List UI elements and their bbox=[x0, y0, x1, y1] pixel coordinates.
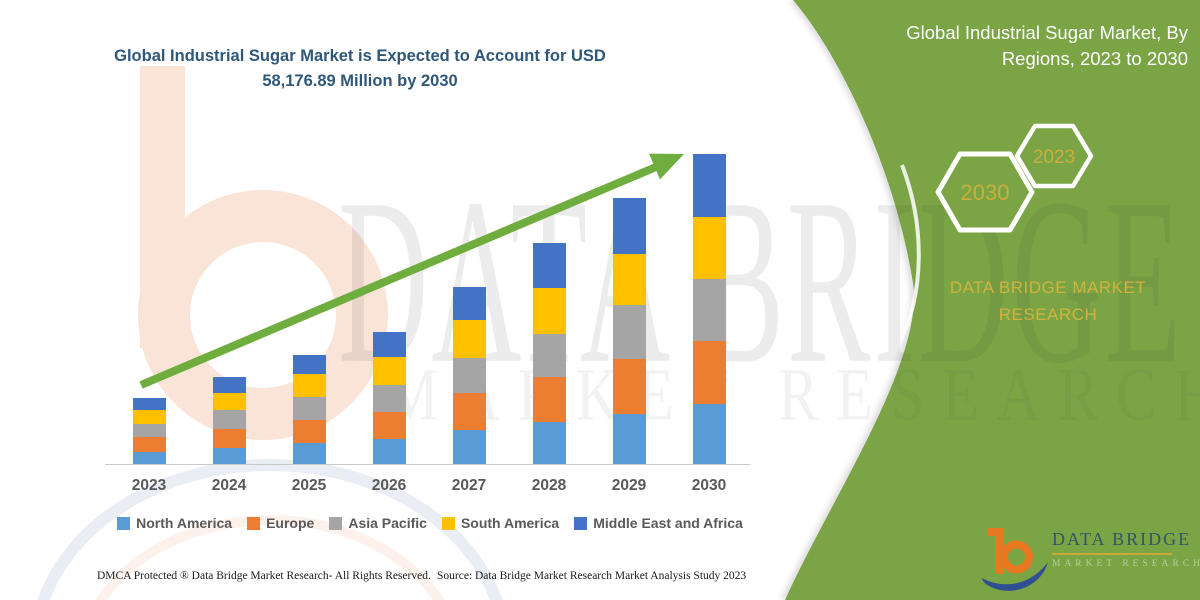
bar-segment-2025-middle-east-and-africa bbox=[292, 354, 326, 375]
bar-segment-2026-asia-pacific bbox=[372, 385, 406, 412]
x-axis-label-2027: 2027 bbox=[451, 477, 487, 494]
legend-swatch bbox=[329, 516, 343, 530]
green-side-panel bbox=[785, 0, 1200, 600]
panel-title-line1: Global Industrial Sugar Market, By bbox=[906, 22, 1188, 43]
bar-segment-2024-south-america bbox=[212, 393, 246, 411]
panel-echo-arc bbox=[834, 164, 921, 410]
x-axis-label-2030: 2030 bbox=[691, 477, 727, 494]
bar-segment-2024-north-america bbox=[212, 448, 246, 464]
x-axis-label-2025: 2025 bbox=[291, 477, 327, 494]
legend-item-asia-pacific: Asia Pacific bbox=[329, 515, 427, 531]
bar-segment-2024-middle-east-and-africa bbox=[212, 376, 246, 394]
page-title: Global Industrial Sugar Market is Expect… bbox=[80, 44, 640, 94]
page-title-line2: 58,176.89 Million by 2030 bbox=[262, 72, 458, 90]
panel-title: Global Industrial Sugar Market, By Regio… bbox=[788, 20, 1188, 72]
page-title-line1: Global Industrial Sugar Market is Expect… bbox=[114, 47, 606, 65]
bar-segment-2028-asia-pacific bbox=[532, 333, 566, 377]
legend-label: North America bbox=[136, 515, 233, 531]
bar-segment-2023-south-america bbox=[132, 410, 166, 425]
bar-segment-2025-north-america bbox=[292, 443, 326, 464]
bar-segment-2023-middle-east-and-africa bbox=[132, 397, 166, 411]
legend-label: South America bbox=[460, 515, 560, 531]
bar-segment-2027-north-america bbox=[452, 429, 486, 464]
bar-segment-2026-north-america bbox=[372, 438, 406, 464]
bar-segment-2023-asia-pacific bbox=[132, 424, 166, 437]
legend-swatch bbox=[441, 516, 455, 530]
bar-segment-2026-europe bbox=[372, 411, 406, 439]
brand-text-line1: DATA BRIDGE MARKET bbox=[949, 278, 1147, 297]
bar-segment-2025-south-america bbox=[292, 374, 326, 398]
x-axis-line bbox=[105, 464, 750, 465]
bar-segment-2024-asia-pacific bbox=[212, 410, 246, 430]
bar-segment-2029-north-america bbox=[612, 413, 646, 464]
bar-segment-2030-south-america bbox=[692, 217, 726, 280]
bar-segment-2027-europe bbox=[452, 392, 486, 430]
bar-segment-2029-asia-pacific bbox=[612, 304, 646, 359]
bar-segment-2025-europe bbox=[292, 419, 326, 444]
bar-segment-2029-south-america bbox=[612, 253, 646, 305]
bar-segment-2029-europe bbox=[612, 358, 646, 414]
legend-swatch bbox=[574, 516, 588, 530]
panel-title-line2: Regions, 2023 to 2030 bbox=[1001, 48, 1188, 69]
bar-segment-2027-asia-pacific bbox=[452, 358, 486, 393]
brand-text: DATA BRIDGE MARKET RESEARCH bbox=[928, 274, 1168, 328]
bar-segment-2027-south-america bbox=[452, 320, 486, 359]
bar-segment-2028-europe bbox=[532, 376, 566, 422]
legend-label: Asia Pacific bbox=[348, 515, 427, 531]
x-axis-label-2024: 2024 bbox=[211, 477, 247, 494]
legend-item-north-america: North America bbox=[117, 515, 232, 531]
bar-segment-2030-middle-east-and-africa bbox=[692, 154, 726, 218]
legend-item-europe: Europe bbox=[247, 515, 314, 531]
bar-segment-2030-europe bbox=[692, 340, 726, 404]
bar-segment-2028-middle-east-and-africa bbox=[532, 243, 566, 288]
logo-underline bbox=[1052, 553, 1172, 555]
x-axis-label-2029: 2029 bbox=[611, 477, 647, 494]
footer-source-text: Source: Data Bridge Market Research Mark… bbox=[437, 570, 747, 582]
watermark-swoosh-arc-blue bbox=[37, 459, 503, 600]
legend-label: Europe bbox=[266, 515, 315, 531]
brand-text-line2: RESEARCH bbox=[998, 305, 1098, 324]
x-axis-label-2028: 2028 bbox=[531, 477, 567, 494]
x-axis-label-2023: 2023 bbox=[131, 477, 167, 494]
bar-segment-2024-europe bbox=[212, 429, 246, 448]
logo-brand-text: DATA BRIDGE bbox=[1052, 529, 1192, 549]
bar-segment-2023-north-america bbox=[132, 452, 166, 464]
legend-item-middle-east-and-africa: Middle East and Africa bbox=[574, 515, 743, 531]
bar-segment-2026-middle-east-and-africa bbox=[372, 331, 406, 358]
chart-legend: North America Europe Asia Pacific South Ame… bbox=[85, 515, 775, 531]
legend-item-south-america: South America bbox=[441, 515, 560, 531]
legend-swatch bbox=[117, 516, 131, 530]
bar-segment-2029-middle-east-and-africa bbox=[612, 198, 646, 254]
legend-label: Middle East and Africa bbox=[593, 515, 743, 531]
bar-segment-2023-europe bbox=[132, 436, 166, 452]
bar-segment-2026-south-america bbox=[372, 357, 406, 386]
bar-segment-2030-north-america bbox=[692, 403, 726, 464]
x-axis-label-2026: 2026 bbox=[371, 477, 407, 494]
bar-segment-2028-north-america bbox=[532, 421, 566, 464]
logo-sub-text: MARKET RESEARCH bbox=[1052, 559, 1200, 569]
bar-segment-2030-asia-pacific bbox=[692, 279, 726, 341]
legend-swatch bbox=[247, 516, 261, 530]
bar-segment-2027-middle-east-and-africa bbox=[452, 286, 486, 321]
watermark-swoosh-arc-peach bbox=[95, 515, 445, 600]
footer-dmca-text: DMCA Protected ® Data Bridge Market Rese… bbox=[97, 570, 431, 582]
bar-segment-2025-asia-pacific bbox=[292, 397, 326, 420]
bar-segment-2028-south-america bbox=[532, 287, 566, 334]
